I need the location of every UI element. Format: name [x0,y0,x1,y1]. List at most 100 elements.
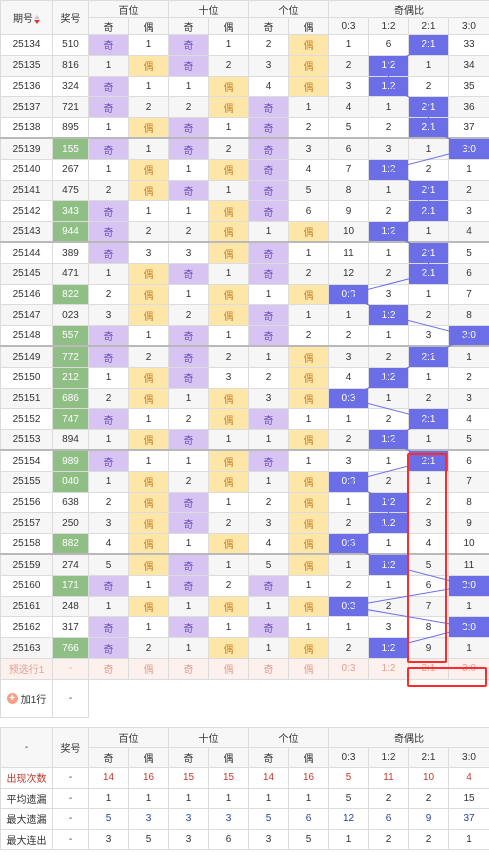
ratio-cell: 0:3 [328,470,369,493]
digit-parity-cell: 奇 [88,34,129,56]
digit-parity-cell: 3 [88,512,129,535]
add-row-empty [88,679,489,718]
pred-cell[interactable]: 1:2 [368,657,409,680]
prediction-label: 预选行1 [0,657,53,680]
number-cell: 895 [52,117,89,139]
stats-row-label: 最大遗漏 [0,808,53,830]
ratio-cell: 6 [328,137,369,160]
pred-cell[interactable]: 偶 [288,657,329,680]
digit-parity-cell: 奇 [248,200,289,223]
number-cell: 721 [52,96,89,119]
digit-parity-cell: 奇 [168,553,209,576]
draw-row: 25148 557 奇 1 奇 1 奇 2 2 1 3 3:0 [0,325,489,347]
digit-parity-cell: 奇 [88,96,129,119]
pred-cell[interactable]: 偶 [128,657,169,680]
ratio-cell: 1 [328,34,369,56]
draw-row: 25154 989 奇 1 1 偶奇 1 3 1 2:1 6 [0,449,489,472]
add-row-button[interactable]: + 加1行 [0,678,53,718]
digit-parity-cell: 1 [248,345,289,368]
ratio-cell: 36 [448,96,489,119]
ratio-cell: 2 [368,595,409,618]
digit-parity-cell: 偶 [208,158,249,181]
digit-parity-cell: 偶 [128,179,169,202]
period-cell: 25140 [0,158,53,181]
ratio-cell: 2:1 [408,449,449,472]
qihao-header[interactable]: 期号 [0,0,53,35]
ratio-cell: 6 [448,449,489,472]
ratio-cell: 3 [328,345,369,368]
digit-parity-cell: 偶 [208,637,249,659]
digit-parity-cell: 1 [208,262,249,285]
digit-parity-cell: 偶 [288,553,329,576]
ratio-cell: 1 [368,96,409,119]
period-cell: 25155 [0,470,53,493]
stats-row-dash: - [52,787,89,809]
pred-cell[interactable]: 偶 [208,657,249,680]
digit-parity-cell: 1 [128,574,169,597]
ratio-cell: 37 [448,117,489,139]
stats-value: 1 [168,787,209,809]
pred-cell[interactable]: 奇 [88,657,129,680]
ratio-cell: 4 [408,533,449,555]
ratio-cell: 5 [448,429,489,451]
number-cell: 250 [52,512,89,535]
draw-row: 25153 894 1 偶奇 1 1 偶 2 1:2 1 5 [0,429,489,451]
ratio-cell: 35 [448,75,489,98]
stats-value: 11 [368,767,409,789]
number-cell: 267 [52,158,89,181]
digit-parity-cell: 1 [248,221,289,243]
pred-cell[interactable]: 3:0 [448,657,489,680]
digit-parity-cell: 1 [208,179,249,202]
number-cell: 747 [52,408,89,431]
digit-parity-cell: 偶 [208,408,249,431]
period-cell: 25162 [0,616,53,639]
ratio-cell: 2:1 [408,96,449,119]
number-cell: 686 [52,387,89,410]
period-cell: 25144 [0,241,53,264]
pred-cell[interactable]: 奇 [248,657,289,680]
ratio-cell: 1 [328,304,369,327]
stats-value: 15 [168,767,209,789]
ratio-cell: 9 [408,637,449,659]
period-cell: 25160 [0,574,53,597]
digit-parity-cell: 1 [168,533,209,555]
period-cell: 25150 [0,366,53,389]
pred-cell[interactable]: 奇 [168,657,209,680]
stats-value: 2 [408,787,449,809]
digit-parity-cell: 奇 [88,221,129,243]
stats-shi-header: 十位 [168,727,249,748]
ratio-cell: 1 [408,137,449,160]
ratio-cell: 2 [368,117,409,139]
shi-header: 十位 [168,0,249,18]
ratio-cell: 8 [328,179,369,202]
digit-parity-cell: 偶 [288,429,329,451]
ratio-cell: 2:1 [408,241,449,264]
draw-row: 25163 766 奇 2 1 偶 1 偶 2 1:2 9 1 [0,637,489,659]
pred-cell[interactable]: 2:1 [408,657,449,680]
draw-row: 25151 686 2 偶 1 偶 3 偶 0:3 1 2 3 [0,387,489,410]
pred-cell[interactable]: 0:3 [328,657,369,680]
digit-parity-cell: 2 [248,34,289,56]
ratio-cell: 2:1 [408,179,449,202]
digit-parity-cell: 偶 [128,366,169,389]
stats-value: 1 [448,828,489,850]
digit-parity-cell: 奇 [88,574,129,597]
period-cell: 25141 [0,179,53,202]
ratio-cell: 1 [328,491,369,514]
digit-parity-cell: 3 [248,54,289,77]
number-cell: 171 [52,574,89,597]
period-cell: 25145 [0,262,53,285]
ratio-3-0-header: 3:0 [448,17,489,35]
digit-parity-cell: 奇 [248,179,289,202]
sort-icon[interactable] [34,14,40,24]
stats-row: 最大连出 -3 5 3 6 3 5 1 2 2 1 [0,828,489,850]
digit-parity-cell: 奇 [168,54,209,77]
digit-parity-cell: 偶 [208,221,249,243]
number-cell: 389 [52,241,89,264]
stats-bai-header: 百位 [88,727,169,748]
ratio-cell: 8 [448,304,489,327]
stats-ou-header: 偶 [288,747,329,768]
ratio-cell: 1:2 [368,491,409,514]
prediction-row[interactable]: 预选行1 - 奇 偶 奇 偶 奇 偶 0:3 1:2 2:1 3:0 [0,657,489,680]
digit-parity-cell: 2 [248,491,289,514]
